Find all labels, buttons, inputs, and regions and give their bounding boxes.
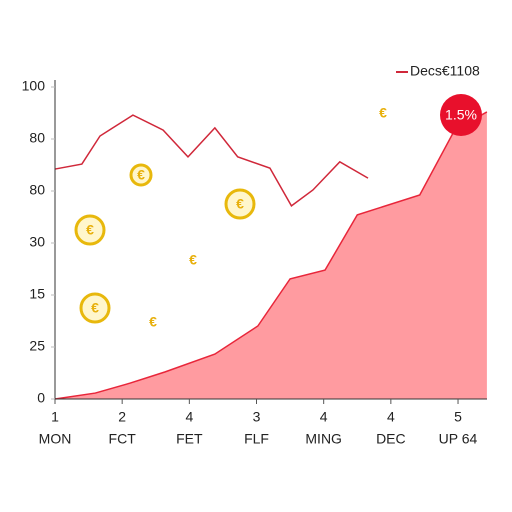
y-tick-label: 0 — [37, 390, 45, 406]
x-tick-label: MON — [39, 431, 72, 447]
area-line — [54, 111, 488, 400]
x-tick-number: 3 — [253, 409, 261, 425]
coin-symbol: € — [236, 196, 244, 212]
badge — [440, 94, 482, 136]
x-tick-label: UP 64 — [439, 431, 478, 447]
x-tick-number: 4 — [185, 409, 193, 425]
y-tick-label: 80 — [29, 130, 45, 146]
x-tick-number: 4 — [387, 409, 395, 425]
coin — [129, 163, 153, 187]
coin-symbol: € — [86, 222, 94, 238]
y-tick-label: 15 — [29, 286, 45, 302]
x-tick-number: 1 — [51, 409, 59, 425]
x-tick-number: 5 — [454, 409, 462, 425]
x-tick-label: MING — [305, 431, 342, 447]
line — [54, 114, 369, 207]
area-fill — [55, 111, 487, 400]
coin — [224, 188, 256, 220]
x-tick-number: 2 — [118, 409, 126, 425]
y-tick-label: 100 — [22, 78, 46, 94]
x-tick-number: 4 — [320, 409, 328, 425]
badge-label: 1.5% — [445, 107, 477, 123]
x-tick-label: DEC — [376, 431, 406, 447]
legend-label: Decs€1108 — [410, 63, 480, 79]
x-tick-label: FET — [176, 431, 203, 447]
x-tick-label: FCT — [109, 431, 137, 447]
y-tick-label: 80 — [29, 182, 45, 198]
coin-symbol: € — [91, 300, 99, 316]
y-tick-label: 25 — [29, 338, 45, 354]
coin-symbol: € — [189, 252, 197, 268]
x-tick-label: FLF — [244, 431, 269, 447]
y-tick-label: 30 — [29, 234, 45, 250]
coin-symbol: € — [149, 314, 157, 330]
coin-symbol: € — [379, 105, 387, 121]
coin-symbol: € — [137, 167, 145, 183]
coin — [74, 214, 106, 246]
coin — [79, 292, 111, 324]
